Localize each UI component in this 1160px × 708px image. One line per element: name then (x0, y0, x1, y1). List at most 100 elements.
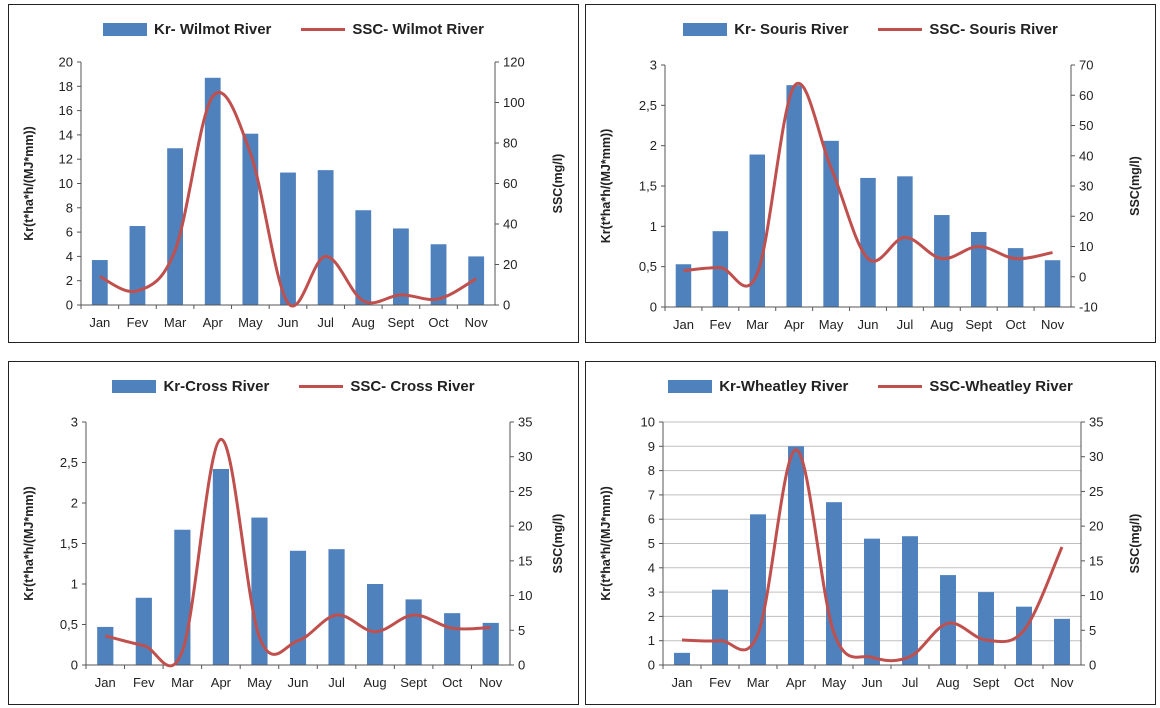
bar (393, 228, 409, 305)
x-tick-label: Jun (862, 675, 883, 690)
bar (860, 177, 876, 307)
bar (91, 260, 108, 305)
bar (97, 626, 114, 665)
bar (674, 652, 690, 665)
bar (405, 599, 422, 665)
bar (289, 550, 307, 665)
x-tick-label: Mar (747, 675, 770, 690)
bar (135, 597, 152, 665)
y-tick-label: 10 (641, 415, 655, 430)
y-tick-label: 1,5 (60, 536, 78, 551)
chart-legend: Kr- Souris River SSC- Souris River (586, 21, 1155, 38)
bar (788, 446, 804, 665)
legend-line-label: SSC- Souris River (929, 21, 1058, 38)
y-tick-label: 1 (71, 577, 78, 592)
x-tick-label: Aug (364, 675, 387, 690)
bar (242, 133, 259, 305)
bar (1044, 260, 1061, 307)
bar (1007, 248, 1024, 307)
legend-item-line: SSC- Cross River (299, 378, 475, 395)
legend-item-bar: Kr- Wilmot River (103, 21, 271, 38)
bar (897, 176, 913, 307)
x-tick-label: Mar (164, 315, 187, 330)
bar (864, 538, 880, 665)
legend-bar-swatch (683, 23, 728, 36)
y2-tick-label: 20 (1089, 519, 1103, 534)
y-tick-label: 2,5 (639, 98, 657, 113)
legend-item-line: SSC-Wheatley River (878, 378, 1073, 395)
x-tick-label: Fev (133, 675, 155, 690)
x-tick-label: Oct (428, 315, 449, 330)
ssc-line (104, 437, 491, 668)
y2-tick-label: 20 (518, 519, 532, 534)
x-tick-label: May (247, 675, 272, 690)
bar (970, 231, 987, 307)
y2-tick-label: 80 (503, 136, 517, 151)
y2-tick-label: 30 (1079, 179, 1093, 194)
legend-bar-label: Kr- Wilmot River (154, 21, 272, 38)
chart-legend: Kr-Cross River SSC- Cross River (9, 378, 578, 395)
x-tick-label: Jan (672, 675, 693, 690)
y-tick-label: 2 (66, 273, 73, 288)
x-tick-label: Jan (89, 315, 110, 330)
y-tick-label: 2 (71, 496, 78, 511)
y2-tick-label: 40 (503, 217, 517, 232)
bar (355, 210, 372, 305)
y-tick-label: 3 (648, 585, 655, 600)
y2-tick-label: 35 (518, 415, 532, 430)
y2-tick-label: 0 (518, 658, 525, 673)
bar (675, 264, 692, 307)
x-tick-label: Jul (897, 317, 914, 332)
y2-tick-label: 0 (503, 298, 510, 313)
y-tick-label: 6 (66, 225, 73, 240)
bar (902, 536, 918, 665)
bar (482, 622, 499, 665)
y2-tick-label: -10 (1079, 300, 1098, 315)
y2-tick-label: 30 (1089, 449, 1103, 464)
x-tick-label: Sept (973, 675, 1000, 690)
y-axis-label: Kr(t*ha*h/(MJ*mm)) (22, 126, 36, 241)
legend-line-swatch (299, 385, 344, 388)
legend-item-line: SSC- Wilmot River (301, 21, 484, 38)
y-tick-label: 8 (648, 463, 655, 478)
x-tick-label: May (238, 315, 263, 330)
legend-line-label: SSC- Cross River (350, 378, 475, 395)
y2-tick-label: 10 (518, 588, 532, 603)
bar (940, 575, 956, 665)
bar (826, 502, 842, 665)
y-tick-label: 4 (66, 249, 73, 264)
chart-wheatley: 0 1 2 3 4 5 6 7 8 9 10 0 5 10 15 20 25 30 35 Jan Fev Mar Apr Ma… (599, 415, 1142, 691)
y2-tick-label: 0 (1089, 658, 1096, 673)
ssc-line (683, 81, 1053, 288)
legend-line-label: SSC- Wilmot River (352, 21, 484, 38)
legend-bar-swatch (668, 380, 713, 393)
legend-line-swatch (878, 28, 923, 31)
legend-line-swatch (878, 385, 923, 388)
bar (444, 613, 461, 665)
y-axis-label: Kr(t*ha*h/(MJ*mm)) (22, 486, 36, 601)
bar (712, 589, 728, 665)
y2-axis-label: SSC(mg/l) (551, 154, 565, 214)
x-tick-label: Apr (211, 675, 232, 690)
x-tick-label: Sept (400, 675, 427, 690)
chart-panel-cross: Kr-Cross River SSC- Cross River 0 0,5 1 1,5… (8, 361, 579, 705)
y-tick-label: 0,5 (60, 617, 78, 632)
x-tick-label: Sept (388, 315, 415, 330)
bar (978, 592, 994, 665)
x-tick-label: Jan (673, 317, 694, 332)
x-tick-label: Nov (1041, 317, 1065, 332)
y2-tick-label: 50 (1079, 118, 1093, 133)
legend-item-line: SSC- Souris River (878, 21, 1058, 38)
y2-tick-label: 70 (1079, 58, 1093, 73)
chart-panel-wheatley: Kr-Wheatley River SSC-Wheatley River 0 1 2… (585, 361, 1156, 705)
y2-tick-label: 20 (1079, 209, 1093, 224)
y-tick-label: 16 (59, 103, 73, 118)
x-tick-label: Oct (1006, 317, 1027, 332)
bar (204, 77, 221, 305)
x-tick-label: Nov (465, 315, 489, 330)
x-tick-label: Fev (709, 675, 731, 690)
bar (750, 514, 766, 665)
x-tick-label: Mar (171, 675, 194, 690)
y2-axis-label: SSC(mg/l) (551, 514, 565, 574)
